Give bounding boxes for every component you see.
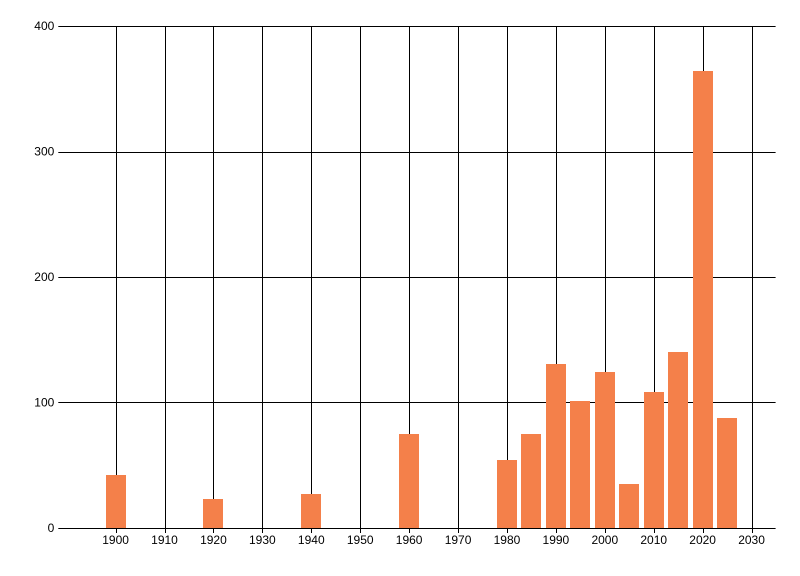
svg-text:2030: 2030 — [738, 533, 765, 547]
svg-text:1900: 1900 — [102, 533, 129, 547]
svg-text:0: 0 — [48, 521, 55, 535]
svg-text:1980: 1980 — [494, 533, 521, 547]
svg-text:400: 400 — [34, 19, 54, 33]
svg-text:2000: 2000 — [591, 533, 618, 547]
svg-text:200: 200 — [34, 270, 54, 284]
svg-text:2020: 2020 — [689, 533, 716, 547]
svg-text:1960: 1960 — [396, 533, 423, 547]
svg-text:1990: 1990 — [543, 533, 570, 547]
svg-text:300: 300 — [34, 145, 54, 159]
svg-text:1940: 1940 — [298, 533, 325, 547]
svg-text:1920: 1920 — [200, 533, 227, 547]
svg-text:100: 100 — [34, 396, 54, 410]
svg-text:2010: 2010 — [640, 533, 667, 547]
svg-text:1910: 1910 — [151, 533, 178, 547]
svg-text:1970: 1970 — [445, 533, 472, 547]
svg-text:1930: 1930 — [249, 533, 276, 547]
svg-text:1950: 1950 — [347, 533, 374, 547]
